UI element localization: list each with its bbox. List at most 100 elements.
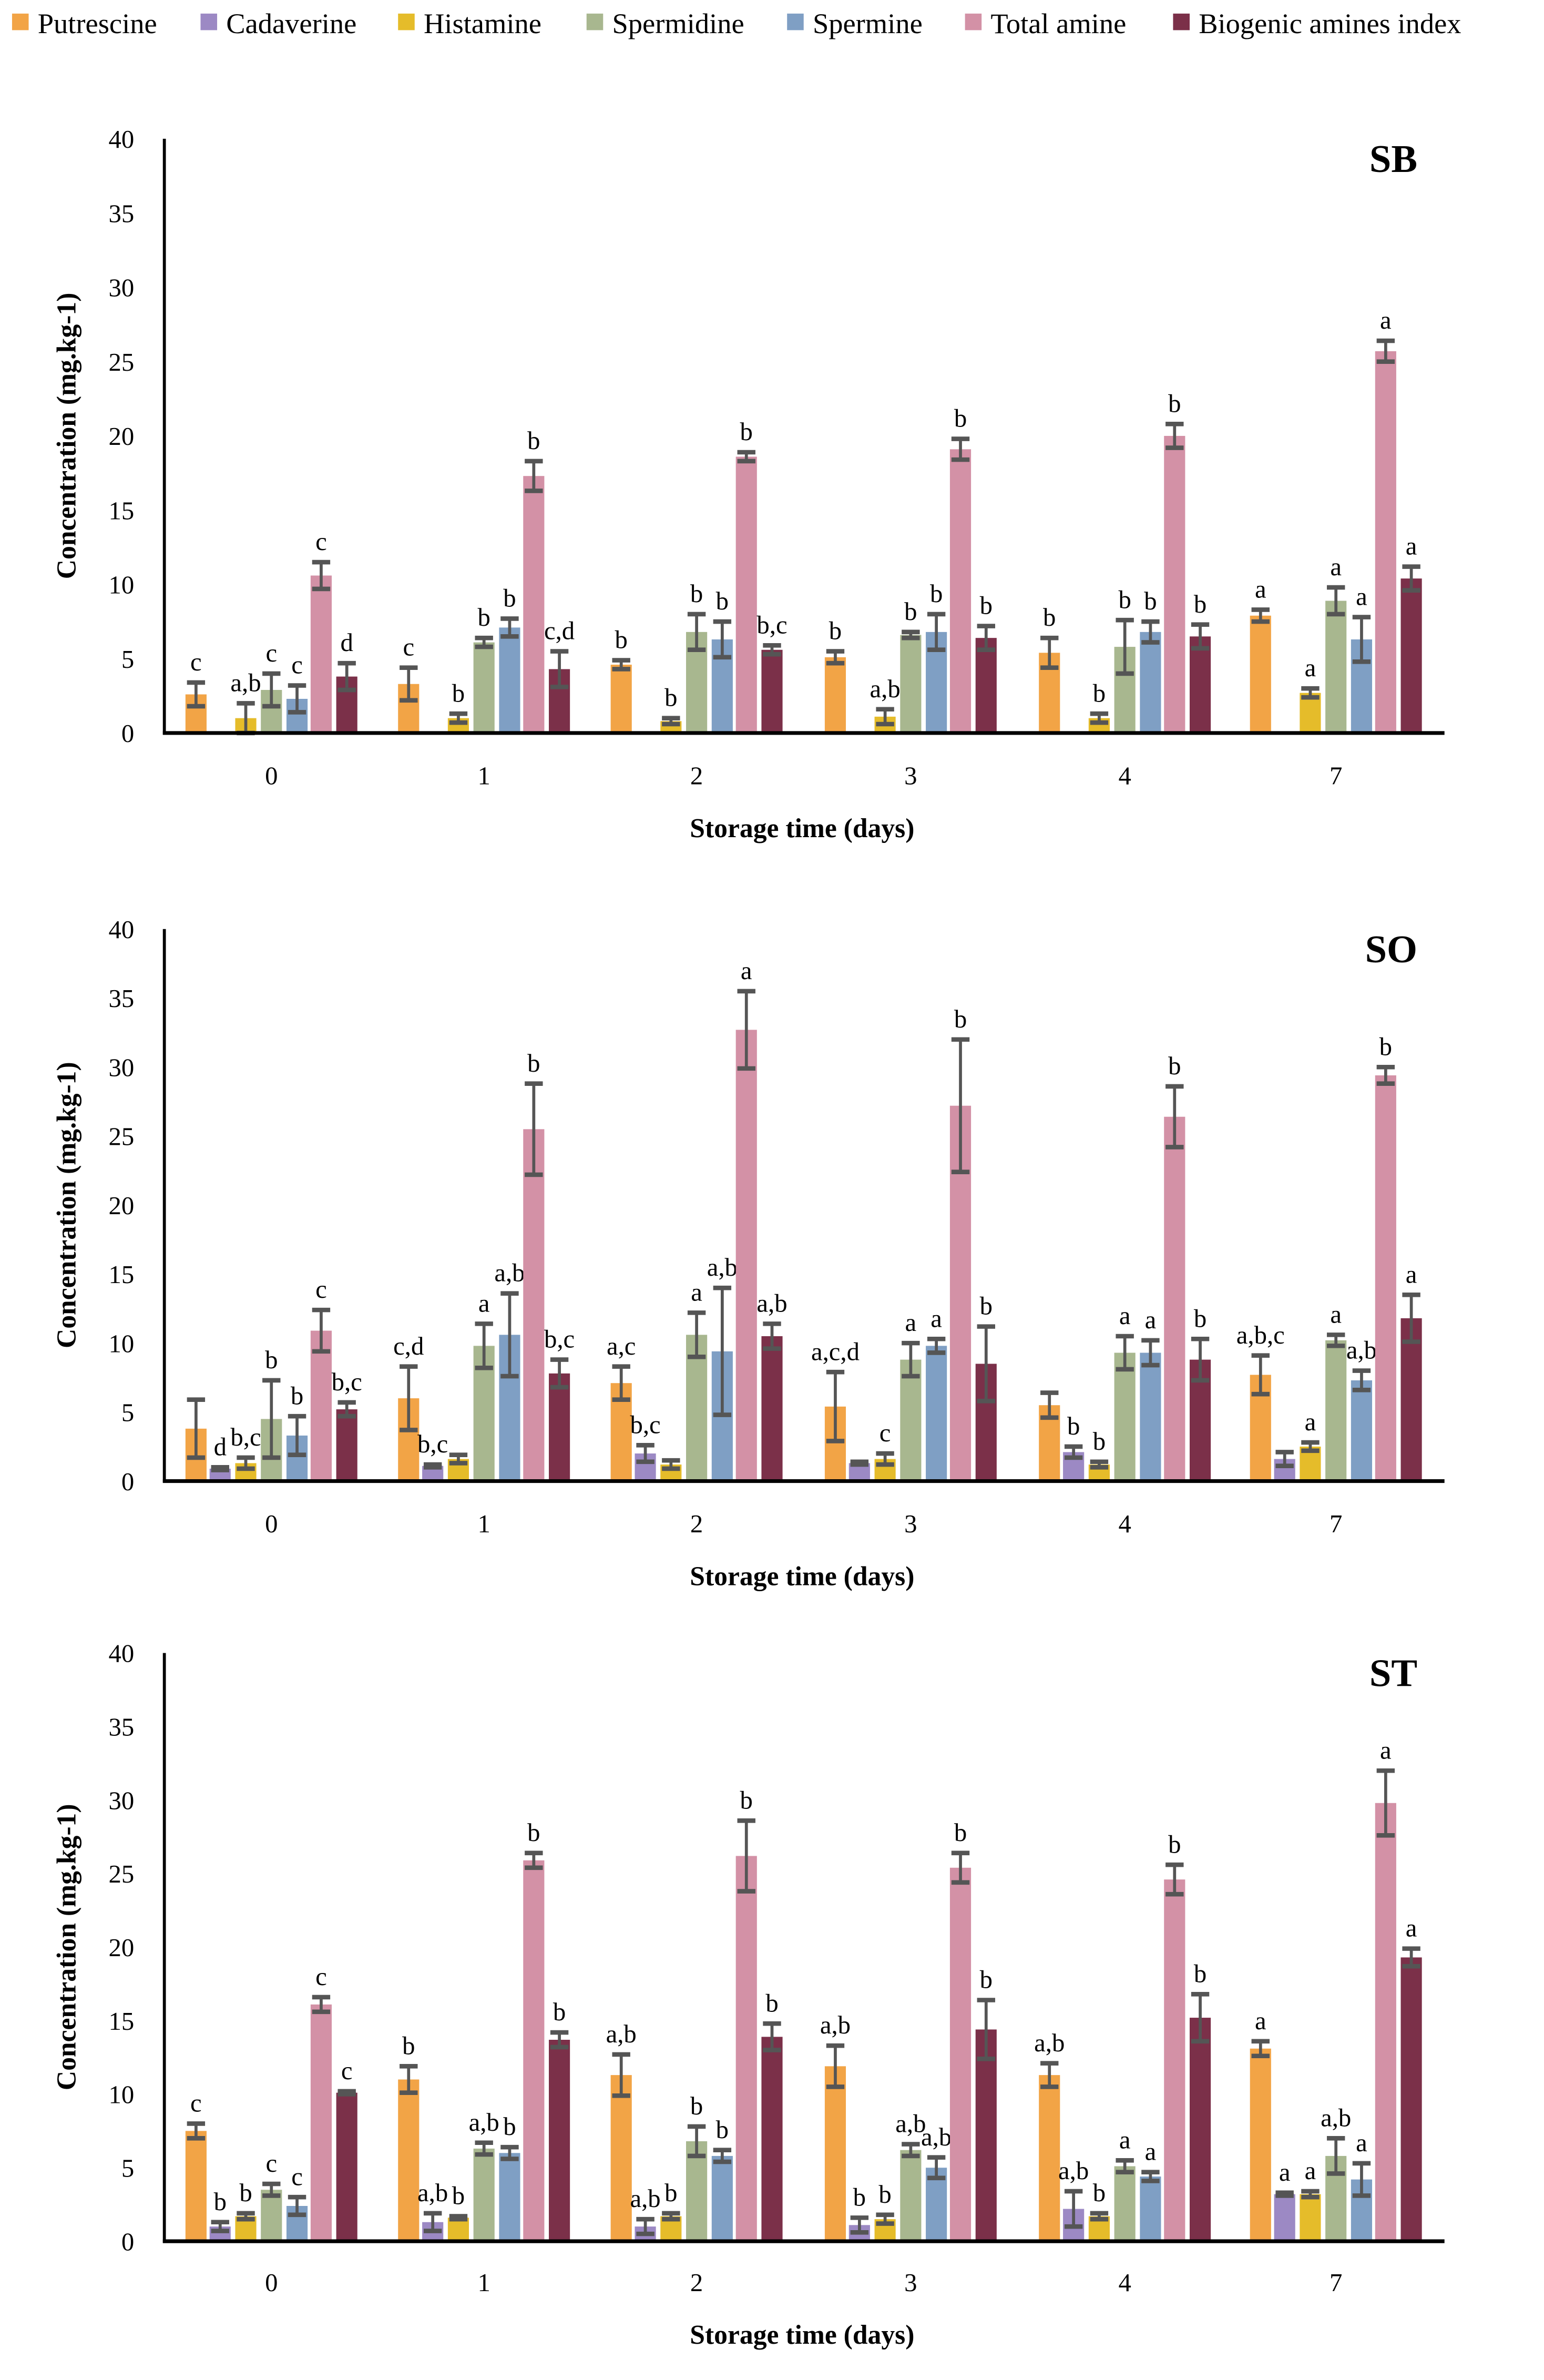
y-tick-label: 25 (109, 1860, 135, 1888)
significance-label: b (1093, 1427, 1106, 1456)
y-tick-label: 15 (109, 2007, 135, 2036)
error-bar (288, 1413, 306, 1457)
panel-label: SB (1369, 138, 1417, 181)
significance-label: a,b (895, 2110, 926, 2138)
y-tick-label: 25 (109, 1123, 135, 1151)
y-tick-label: 40 (109, 1640, 135, 1668)
error-bar (262, 1378, 281, 1460)
significance-label: a,b (1058, 2157, 1089, 2185)
significance-label: b,c (417, 1430, 448, 1458)
significance-label: a (1356, 583, 1367, 611)
significance-label: b (716, 587, 729, 615)
error-bar (977, 1998, 995, 2061)
x-tick-label: 4 (1118, 1510, 1131, 1538)
significance-label: b,c (756, 611, 787, 639)
significance-label: a (1406, 1914, 1417, 1942)
bar-putrescine (824, 2066, 846, 2242)
y-tick-label: 0 (121, 1468, 134, 1496)
error-bar (612, 1364, 630, 1402)
significance-label: a (1356, 2129, 1367, 2157)
bar-total-amine (310, 1330, 332, 1481)
significance-label: a (1305, 654, 1316, 682)
bar-biogenic-amines-index (336, 2092, 357, 2242)
bar-histamine (1300, 2194, 1321, 2242)
error-bar (1191, 622, 1210, 651)
bar-biogenic-amines-index (975, 638, 997, 733)
significance-label: b (503, 584, 516, 612)
error-bar (1141, 619, 1160, 645)
significance-label: a (1119, 1301, 1131, 1330)
significance-label: b (527, 426, 540, 455)
panel-label: ST (1369, 1652, 1417, 1695)
significance-label: d (340, 628, 353, 657)
bar-total-amine (310, 2004, 332, 2242)
error-bar (876, 1451, 894, 1467)
legend-item: Putrescine (12, 7, 157, 39)
bar-spermine (1351, 1380, 1373, 1481)
error-bar (977, 624, 995, 653)
bar-spermine (1140, 1352, 1161, 1481)
significance-label: b (980, 1292, 993, 1320)
significance-label: b (1144, 587, 1157, 615)
error-bar (1090, 1459, 1109, 1470)
x-axis-title: Storage time (days) (690, 2320, 914, 2350)
significance-label: b (853, 2183, 866, 2211)
bar-total-amine (1164, 1116, 1185, 1481)
significance-label: b (716, 2115, 729, 2144)
significance-label: b (980, 592, 993, 620)
bar-spermidine (686, 1335, 708, 1481)
bar-spermidine (900, 1359, 922, 1481)
bar-spermidine (900, 635, 922, 733)
significance-label: a (691, 1278, 702, 1306)
x-tick-label: 1 (477, 1510, 490, 1538)
error-bar (902, 629, 920, 640)
significance-label: a,b (1321, 2103, 1351, 2132)
bar-spermidine (473, 2148, 495, 2242)
y-tick-label: 40 (109, 125, 135, 154)
y-axis-title: Concentration (mg.kg-1) (52, 1062, 81, 1348)
error-bar (1090, 2211, 1109, 2222)
significance-label: a (1305, 2157, 1316, 2185)
x-tick-label: 1 (477, 761, 490, 790)
bar-total-amine (949, 449, 972, 733)
y-tick-label: 30 (109, 274, 135, 302)
bar-total-amine (523, 1860, 545, 2242)
error-bar (525, 1081, 543, 1177)
significance-label: a (931, 1304, 942, 1333)
bar-spermidine (1325, 1340, 1347, 1481)
significance-label: c (291, 2162, 303, 2191)
significance-label: b (553, 1998, 566, 2026)
error-bar (687, 1310, 706, 1359)
x-axis-title: Storage time (days) (690, 813, 914, 843)
bar-total-amine (735, 1856, 757, 2242)
significance-label: c,d (393, 1332, 424, 1360)
error-bar (927, 612, 946, 653)
significance-label: c,d (544, 617, 575, 645)
bar-cadaverine (1274, 2194, 1295, 2242)
y-tick-label: 5 (121, 645, 134, 674)
legend-item: Spermidine (586, 7, 744, 39)
significance-label: b (740, 418, 753, 446)
legend: Putrescine Cadaverine Histamine Spermidine S… (12, 7, 1461, 39)
significance-label: b (527, 1818, 540, 1847)
error-bar (1191, 1336, 1210, 1383)
legend-label: Histamine (424, 7, 541, 39)
bar-total-amine (1164, 1879, 1185, 2242)
error-bar (500, 1291, 519, 1379)
error-bar (687, 2124, 706, 2159)
error-bar (662, 716, 680, 727)
significance-label: b (1194, 590, 1206, 618)
bar-spermidine (1114, 2166, 1136, 2242)
error-bar (1352, 615, 1371, 664)
significance-label: b (477, 603, 490, 632)
significance-label: a (1330, 1300, 1342, 1328)
bar-putrescine (1250, 2048, 1271, 2242)
legend-item: Spermine (787, 7, 923, 39)
significance-label: b,c (630, 1410, 660, 1439)
legend-label: Biogenic amines index (1199, 7, 1461, 39)
error-bar (423, 1462, 442, 1470)
error-bar (902, 1340, 920, 1379)
legend-swatch (12, 13, 29, 30)
legend-label: Total amine (990, 7, 1126, 39)
